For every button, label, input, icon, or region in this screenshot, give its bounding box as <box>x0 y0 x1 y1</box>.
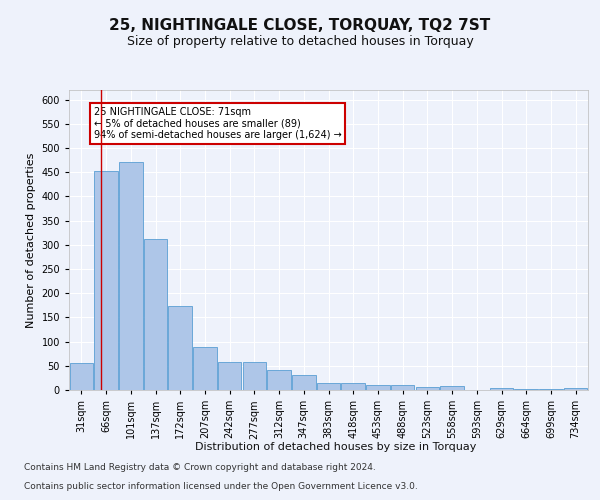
Bar <box>70 364 93 390</box>
Text: Distribution of detached houses by size in Torquay: Distribution of detached houses by size … <box>196 442 476 452</box>
Text: 25, NIGHTINGALE CLOSE, TORQUAY, TQ2 7ST: 25, NIGHTINGALE CLOSE, TORQUAY, TQ2 7ST <box>109 18 491 32</box>
Bar <box>539 389 563 390</box>
Y-axis label: Number of detached properties: Number of detached properties <box>26 152 36 328</box>
Text: Contains HM Land Registry data © Crown copyright and database right 2024.: Contains HM Land Registry data © Crown c… <box>24 464 376 472</box>
Bar <box>242 362 266 390</box>
Bar <box>341 382 365 390</box>
Bar <box>490 388 513 390</box>
Text: Size of property relative to detached houses in Torquay: Size of property relative to detached ho… <box>127 35 473 48</box>
Bar <box>119 162 143 390</box>
Bar <box>94 172 118 390</box>
Bar <box>144 239 167 390</box>
Bar <box>317 382 340 390</box>
Text: 25 NIGHTINGALE CLOSE: 71sqm
← 5% of detached houses are smaller (89)
94% of semi: 25 NIGHTINGALE CLOSE: 71sqm ← 5% of deta… <box>94 107 341 140</box>
Bar <box>391 385 415 390</box>
Bar <box>268 370 291 390</box>
Bar <box>564 388 587 390</box>
Bar <box>366 385 389 390</box>
Bar <box>514 388 538 390</box>
Bar <box>218 362 241 390</box>
Bar <box>193 348 217 390</box>
Bar <box>416 387 439 390</box>
Bar <box>440 386 464 390</box>
Text: Contains public sector information licensed under the Open Government Licence v3: Contains public sector information licen… <box>24 482 418 491</box>
Bar <box>292 376 316 390</box>
Bar <box>169 306 192 390</box>
